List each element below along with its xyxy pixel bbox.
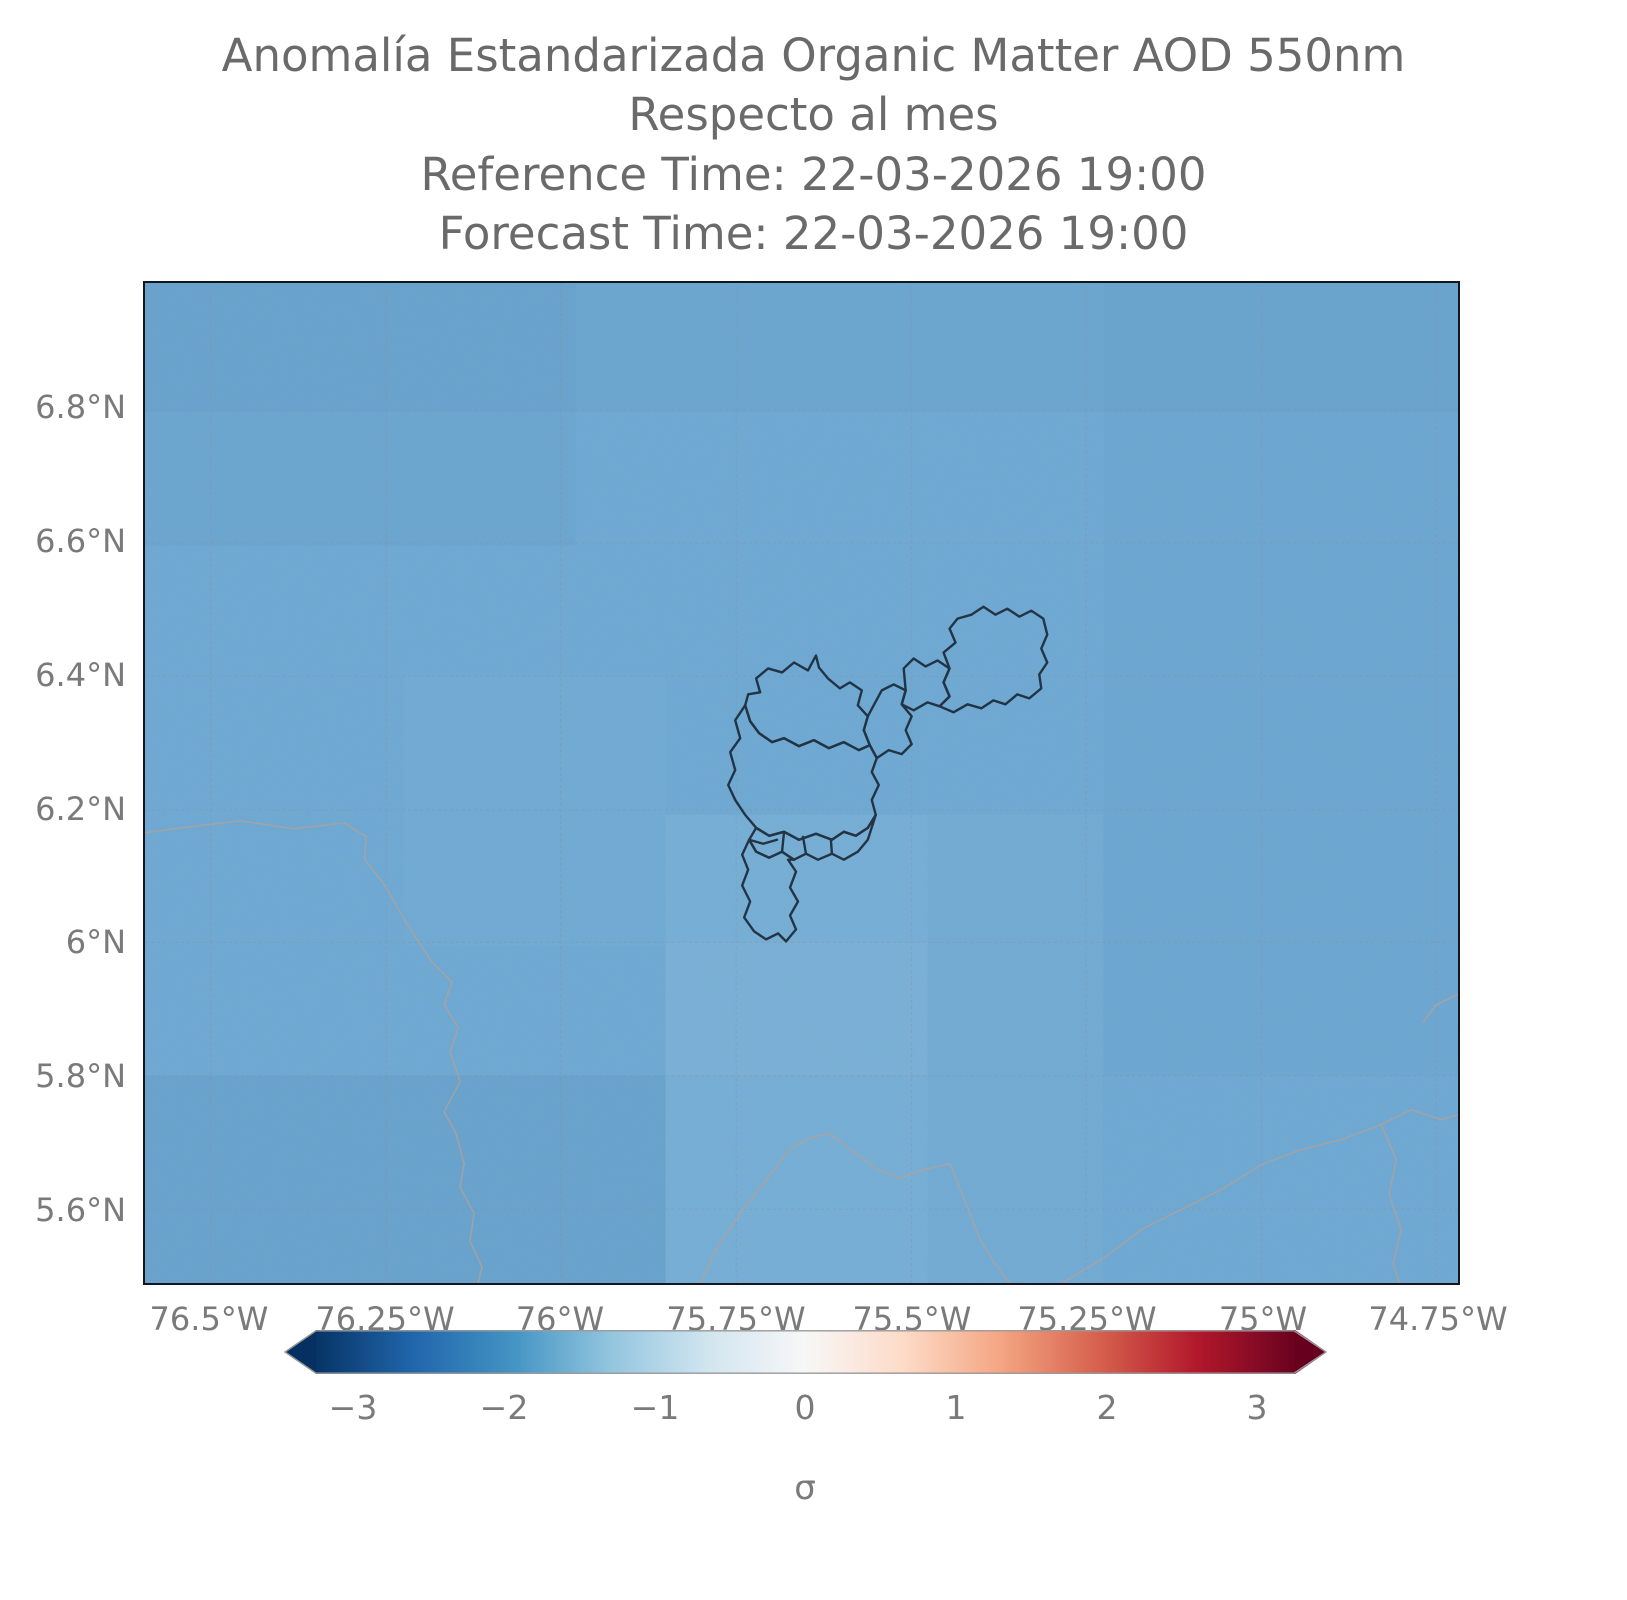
y-tick-label: 6.6°N (35, 522, 126, 560)
colorbar-gradient-body (316, 1330, 1295, 1374)
colorbar-axis-label: σ (794, 1468, 816, 1508)
y-tick-label: 6.8°N (35, 388, 126, 426)
graticule-gridlines (145, 283, 1458, 1283)
municipality-boundaries (727, 605, 1049, 943)
department-boundaries (145, 820, 1458, 1283)
colorbar-tick-label: −2 (479, 1388, 529, 1427)
title-line-4: Forecast Time: 22-03-2026 19:00 (438, 207, 1189, 261)
y-tick-label: 6.2°N (35, 790, 126, 828)
municipality-divider-2 (801, 835, 808, 855)
map-plot-area (143, 281, 1460, 1285)
y-tick-label: 6°N (65, 923, 126, 961)
raster-base (145, 283, 1458, 1283)
colorbar-tick-label: 1 (945, 1388, 967, 1427)
title-line-2: Respecto al mes (628, 88, 999, 142)
raster-cell-variations (145, 814, 928, 1283)
colorbar-tick-label: −3 (328, 1388, 378, 1427)
colorbar-tick-label: 2 (1096, 1388, 1118, 1427)
y-tick-label: 6.4°N (35, 656, 126, 694)
y-tick-label: 5.6°N (35, 1191, 126, 1229)
colorbar-tick-label: −1 (630, 1388, 680, 1427)
municipality-polygon-center-east (862, 683, 913, 760)
colorbar-right-extend-arrow (1295, 1330, 1327, 1374)
x-tick-label: 76.5°W (149, 1300, 269, 1338)
colorbar (283, 1330, 1328, 1374)
x-tick-label: 74.75°W (1368, 1300, 1508, 1338)
colorbar-left-extend-arrow (284, 1330, 316, 1374)
map-svg (145, 283, 1458, 1283)
municipality-divider-4 (747, 838, 779, 845)
municipality-polygon-northeast-arm (938, 605, 1049, 714)
municipality-divider-1 (780, 830, 786, 853)
municipality-polygon-south-tail (740, 838, 800, 943)
title-line-1: Anomalía Estandarizada Organic Matter AO… (221, 29, 1406, 82)
y-tick-label: 5.8°N (35, 1057, 126, 1095)
title-line-3: Reference Time: 22-03-2026 19:00 (420, 147, 1207, 201)
colorbar-outline (283, 1330, 1328, 1374)
colorbar-svg (283, 1330, 1328, 1374)
municipality-divider-3 (829, 838, 834, 855)
colorbar-tick-label: 0 (794, 1388, 816, 1427)
colorbar-tick-label: 3 (1246, 1388, 1268, 1427)
figure-title: Anomalía Estandarizada Organic Matter AO… (0, 26, 1627, 264)
